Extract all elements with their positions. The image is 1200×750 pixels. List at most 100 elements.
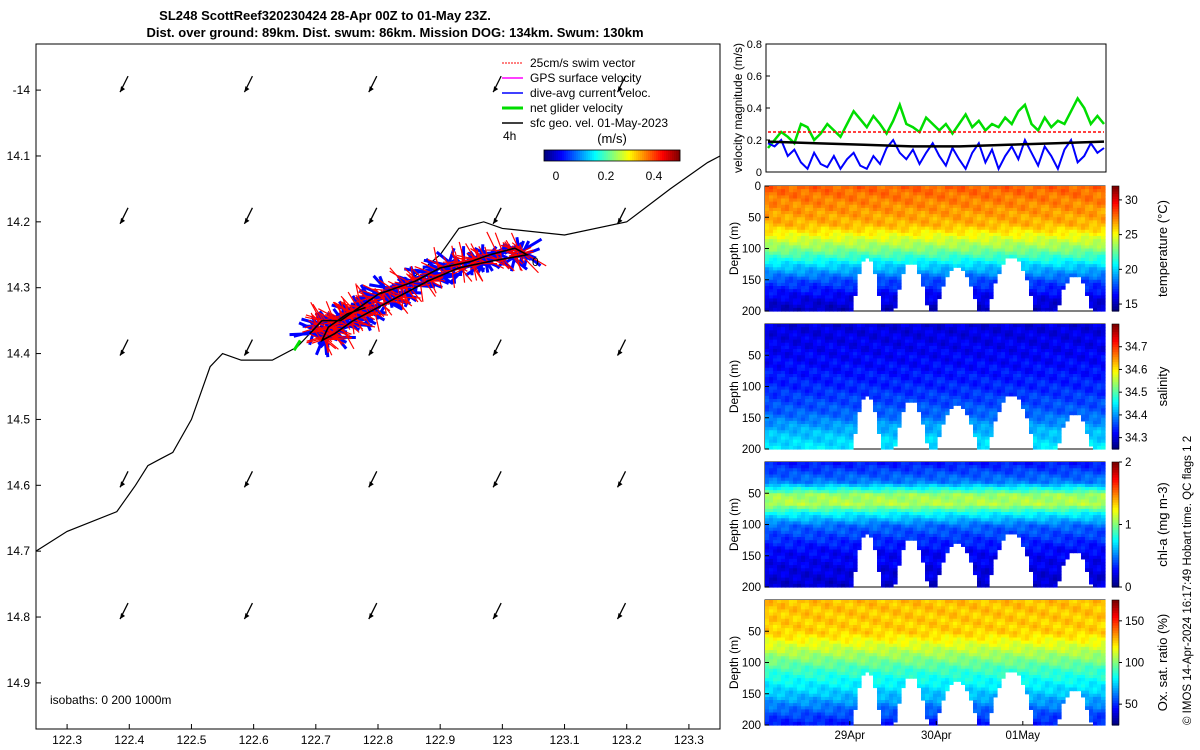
section-data-cell	[805, 245, 810, 250]
section-data-cell	[797, 380, 802, 384]
section-data-cell	[877, 383, 882, 388]
section-data-cell	[1085, 223, 1090, 228]
section-data-cell	[945, 192, 950, 196]
section-data-cell	[889, 420, 894, 425]
section-data-cell	[785, 361, 790, 366]
section-data-cell	[817, 220, 822, 225]
section-data-cell	[1081, 279, 1086, 284]
section-data-cell	[1089, 223, 1094, 228]
section-data-cell	[933, 195, 938, 200]
section-data-cell	[1045, 201, 1050, 206]
section-data-cell	[985, 273, 990, 278]
section-data-cell	[833, 217, 838, 221]
section-data-cell	[933, 298, 938, 303]
section-data-cell	[821, 380, 826, 384]
section-data-cell	[829, 395, 834, 400]
section-data-cell	[985, 226, 990, 231]
section-data-cell	[953, 251, 958, 256]
section-data-cell	[773, 358, 778, 363]
section-data-cell	[909, 214, 914, 218]
section-data-cell	[801, 273, 806, 278]
section-data-cell	[877, 349, 882, 353]
section-data-cell	[897, 242, 902, 246]
section-data-cell	[877, 245, 882, 250]
section-data-cell	[873, 232, 878, 237]
section-data-cell	[837, 236, 842, 240]
section-data-cell	[877, 392, 882, 397]
section-data-cell	[825, 292, 830, 296]
section-data-cell	[917, 186, 922, 190]
section-data-cell	[1033, 307, 1038, 312]
section-data-cell	[1089, 214, 1094, 218]
section-data-cell	[825, 355, 830, 359]
section-data-cell	[885, 333, 890, 338]
section-data-cell	[1025, 186, 1030, 190]
section-data-cell	[837, 399, 842, 403]
section-data-cell	[813, 330, 818, 334]
section-data-cell	[1037, 307, 1042, 312]
section-data-cell	[865, 236, 870, 240]
colorbar-segment	[674, 150, 677, 161]
section-y-tick-label: 0	[755, 181, 761, 193]
section-data-cell	[921, 267, 926, 271]
section-data-cell	[885, 304, 890, 309]
section-data-cell	[933, 229, 938, 234]
section-data-cell	[877, 214, 882, 218]
section-data-cell	[997, 245, 1002, 250]
section-data-cell	[1029, 226, 1034, 231]
section-data-cell	[805, 333, 810, 338]
section-data-cell	[777, 217, 782, 221]
section-data-cell	[1021, 186, 1026, 190]
section-data-cell	[817, 217, 822, 221]
section-data-cell	[773, 327, 778, 331]
section-data-cell	[869, 245, 874, 250]
section-data-cell	[1049, 251, 1054, 256]
section-data-cell	[877, 273, 882, 278]
section-data-cell	[1081, 254, 1086, 259]
section-data-cell	[1049, 307, 1054, 312]
section-data-cell	[821, 198, 826, 203]
section-data-cell	[1037, 189, 1042, 193]
map-y-tick-label: 14.6	[7, 478, 31, 492]
section-data-cell	[937, 220, 942, 225]
section-data-cell	[817, 358, 822, 363]
section-data-cell	[885, 201, 890, 206]
section-data-cell	[1021, 201, 1026, 206]
section-data-cell	[1057, 289, 1062, 293]
section-data-cell	[929, 298, 934, 303]
section-data-cell	[869, 333, 874, 338]
section-data-cell	[933, 254, 938, 259]
section-data-cell	[825, 236, 830, 240]
section-data-cell	[841, 427, 846, 431]
section-data-cell	[805, 392, 810, 397]
section-data-cell	[853, 189, 858, 193]
section-data-cell	[937, 282, 942, 287]
section-data-cell	[1049, 270, 1054, 275]
section-data-cell	[789, 361, 794, 366]
section-data-cell	[805, 201, 810, 206]
section-data-cell	[809, 352, 814, 356]
section-data-cell	[1101, 251, 1106, 256]
section-data-cell	[773, 292, 778, 296]
section-data-cell	[825, 220, 830, 225]
section-data-cell	[873, 195, 878, 200]
section-data-cell	[909, 242, 914, 246]
section-data-cell	[785, 377, 790, 381]
section-data-cell	[813, 442, 818, 447]
section-data-cell	[817, 327, 822, 331]
section-data-cell	[893, 257, 898, 262]
section-data-cell	[1081, 232, 1086, 237]
section-data-cell	[1021, 220, 1026, 225]
section-colorbar-frame	[1111, 185, 1120, 312]
section-data-cell	[817, 242, 822, 246]
section-data-cell	[893, 289, 898, 293]
section-data-cell	[809, 433, 814, 438]
section-data-cell	[877, 355, 882, 359]
section-data-cell	[889, 192, 894, 196]
section-data-cell	[961, 220, 966, 225]
section-data-cell	[773, 361, 778, 366]
section-data-cell	[805, 204, 810, 209]
section-data-cell	[885, 292, 890, 296]
section-data-cell	[981, 261, 986, 265]
section-data-cell	[949, 211, 954, 215]
